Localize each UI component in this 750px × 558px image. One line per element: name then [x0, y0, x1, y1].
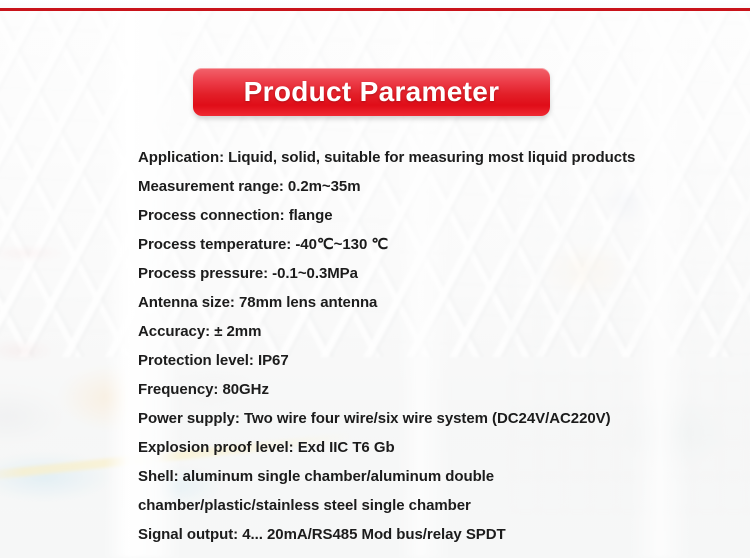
page-title: Product Parameter: [243, 76, 500, 107]
spec-line-process-pressure: Process pressure: -0.1~0.3MPa: [138, 265, 358, 282]
spec-line-explosion-proof-level: Explosion proof level: Exd IIC T6 Gb: [138, 439, 395, 456]
spec-line-measurement-range: Measurement range: 0.2m~35m: [138, 178, 361, 195]
top-red-divider: [0, 8, 750, 11]
specification-list: Application: Liquid, solid, suitable for…: [138, 143, 678, 549]
top-white-strip: [0, 0, 750, 8]
spec-line-frequency: Frequency: 80GHz: [138, 381, 269, 398]
spec-line-antenna-size: Antenna size: 78mm lens antenna: [138, 294, 378, 311]
spec-line-protection-level: Protection level: IP67: [138, 352, 289, 369]
spec-line-process-connection: Process connection: flange: [138, 207, 333, 224]
spec-line-power-supply: Power supply: Two wire four wire/six wir…: [138, 410, 611, 427]
spec-line-application: Application: Liquid, solid, suitable for…: [138, 149, 636, 166]
spec-line-accuracy: Accuracy: ± 2mm: [138, 323, 262, 340]
spec-line-signal-output: Signal output: 4... 20mA/RS485 Mod bus/r…: [138, 526, 506, 543]
product-parameter-banner: Product Parameter: [193, 68, 550, 116]
spec-line-process-temperature: Process temperature: -40℃~130 ℃: [138, 236, 389, 253]
spec-line-shell: Shell: aluminum single chamber/aluminum …: [138, 468, 495, 514]
